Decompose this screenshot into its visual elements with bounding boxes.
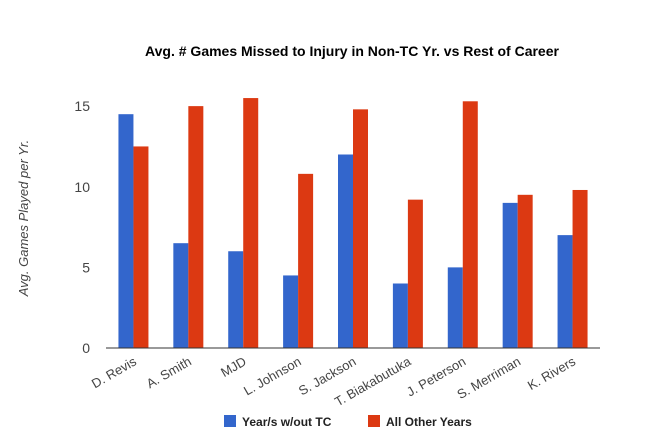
y-tick-label: 5 [82,259,90,275]
y-tick-label: 15 [74,98,90,114]
bar-without-tc [502,202,518,348]
y-tick-label: 0 [82,340,90,356]
legend-swatch [368,415,380,427]
bar-other-years [407,199,423,348]
bar-other-years [517,194,533,348]
bar-without-tc [118,114,134,348]
chart-title: Avg. # Games Missed to Injury in Non-TC … [145,43,559,59]
bar-without-tc [447,267,463,348]
bar-other-years [353,109,368,348]
bar-other-years [188,106,204,348]
x-tick-label: D. Revis [89,353,139,391]
legend: Year/s w/out TC All Other Years [224,415,472,429]
x-tick-label: K. Rivers [525,353,579,393]
bar-without-tc [173,243,189,348]
y-axis-label: Avg. Games Played per Yr. [16,140,31,298]
bar-without-tc [338,154,353,348]
bar-other-years [572,189,588,348]
bar-without-tc [283,275,299,348]
x-tick-label: A. Smith [144,354,194,392]
y-tick-label: 10 [74,179,90,195]
legend-label: Year/s w/out TC [242,415,332,429]
x-tick-label: L. Johnson [241,354,304,399]
y-axis-ticks: 0 5 10 15 [74,98,90,356]
bar-other-years [243,98,259,348]
bar-other-years [133,146,149,348]
bar-without-tc [228,251,244,348]
bars-group [118,98,588,348]
bar-without-tc [392,283,408,348]
legend-label: All Other Years [386,415,472,429]
x-tick-label: MJD [218,354,249,380]
legend-swatch [224,415,236,427]
bar-other-years [462,101,478,348]
bar-other-years [298,173,314,348]
bar-without-tc [557,235,573,348]
